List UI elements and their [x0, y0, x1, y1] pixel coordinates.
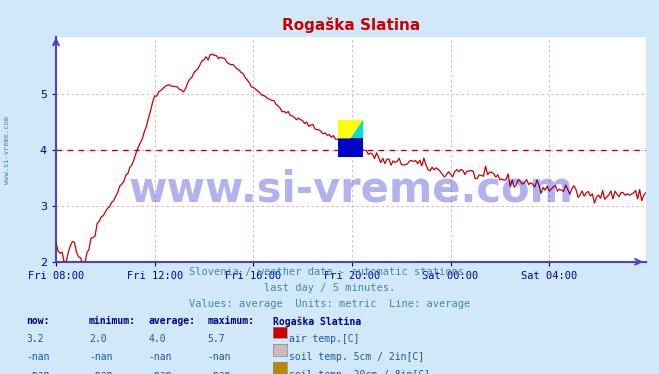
Text: soil temp. 5cm / 2in[C]: soil temp. 5cm / 2in[C]: [289, 352, 424, 362]
Polygon shape: [351, 120, 364, 138]
Text: -nan: -nan: [26, 370, 50, 374]
Polygon shape: [339, 120, 364, 138]
Polygon shape: [339, 120, 364, 138]
Text: average:: average:: [148, 316, 195, 326]
Text: now:: now:: [26, 316, 50, 326]
Bar: [351, 120, 364, 138]
Bar: [351, 138, 364, 157]
Text: Slovenia / weather data - automatic stations.: Slovenia / weather data - automatic stat…: [189, 267, 470, 278]
Text: 5.7: 5.7: [208, 334, 225, 344]
Text: www.si-vreme.com: www.si-vreme.com: [3, 116, 10, 184]
Text: Rogaška Slatina: Rogaška Slatina: [273, 316, 362, 327]
Text: -nan: -nan: [89, 352, 113, 362]
Text: 3.2: 3.2: [26, 334, 44, 344]
Text: 2.0: 2.0: [89, 334, 107, 344]
Text: -nan: -nan: [208, 352, 231, 362]
Polygon shape: [339, 138, 364, 157]
Text: www.si-vreme.com: www.si-vreme.com: [129, 169, 573, 211]
Text: Values: average  Units: metric  Line: average: Values: average Units: metric Line: aver…: [189, 299, 470, 309]
Text: -nan: -nan: [148, 370, 172, 374]
Text: last day / 5 minutes.: last day / 5 minutes.: [264, 283, 395, 293]
Text: -nan: -nan: [89, 370, 113, 374]
Text: -nan: -nan: [208, 370, 231, 374]
Text: -nan: -nan: [26, 352, 50, 362]
Polygon shape: [339, 120, 351, 138]
Text: maximum:: maximum:: [208, 316, 254, 326]
Text: air temp.[C]: air temp.[C]: [289, 334, 359, 344]
Text: -nan: -nan: [148, 352, 172, 362]
Text: minimum:: minimum:: [89, 316, 136, 326]
Text: 4.0: 4.0: [148, 334, 166, 344]
Text: soil temp. 20cm / 8in[C]: soil temp. 20cm / 8in[C]: [289, 370, 430, 374]
Bar: [339, 120, 351, 138]
Title: Rogaška Slatina: Rogaška Slatina: [282, 18, 420, 33]
